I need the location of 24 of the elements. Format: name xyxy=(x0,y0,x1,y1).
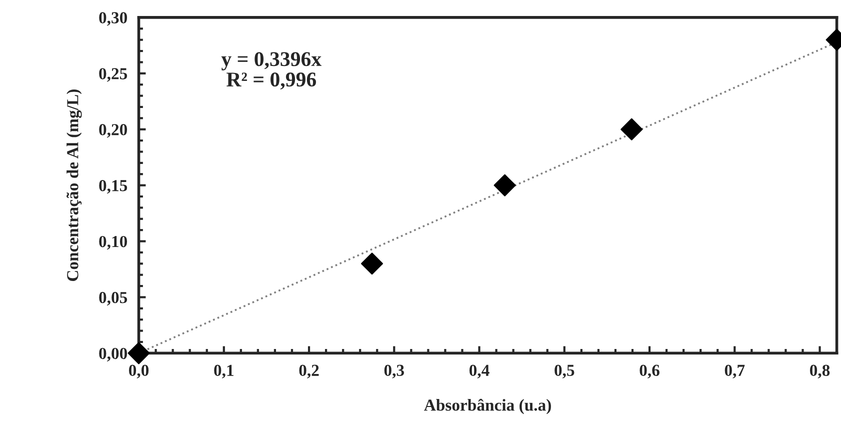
y-tick-label: 0,30 xyxy=(99,12,128,26)
x-tick-label: 0,4 xyxy=(469,364,490,378)
y-axis-title: Concentração de Al (mg/L) xyxy=(66,90,82,281)
y-tick-label: 0,10 xyxy=(99,236,128,250)
y-tick-label: 0,20 xyxy=(99,124,128,138)
x-tick-label: 0,8 xyxy=(810,364,830,378)
y-tick-label: 0,00 xyxy=(99,348,128,362)
x-tick-label: 0,2 xyxy=(299,364,319,378)
x-tick-label: 0,7 xyxy=(724,364,745,378)
x-tick-label: 0,6 xyxy=(640,364,660,378)
annotation: R² = 0,996 xyxy=(226,72,316,90)
point xyxy=(361,252,384,275)
point xyxy=(128,342,150,364)
y-tick-label: 0,05 xyxy=(99,292,128,306)
x-tick-label: 0,5 xyxy=(554,364,574,378)
point xyxy=(494,174,516,196)
x-axis-title: Absorbância (u.a) xyxy=(424,398,551,414)
x-tick-label: 0,1 xyxy=(214,364,234,378)
annotation: y = 0,3396x xyxy=(221,52,322,70)
y-tick-label: 0,25 xyxy=(99,68,128,82)
y-tick-label: 0,15 xyxy=(99,180,128,194)
x-tick-label: 0,3 xyxy=(384,364,404,378)
point xyxy=(620,118,643,140)
x-tick-label: 0,0 xyxy=(128,364,149,378)
